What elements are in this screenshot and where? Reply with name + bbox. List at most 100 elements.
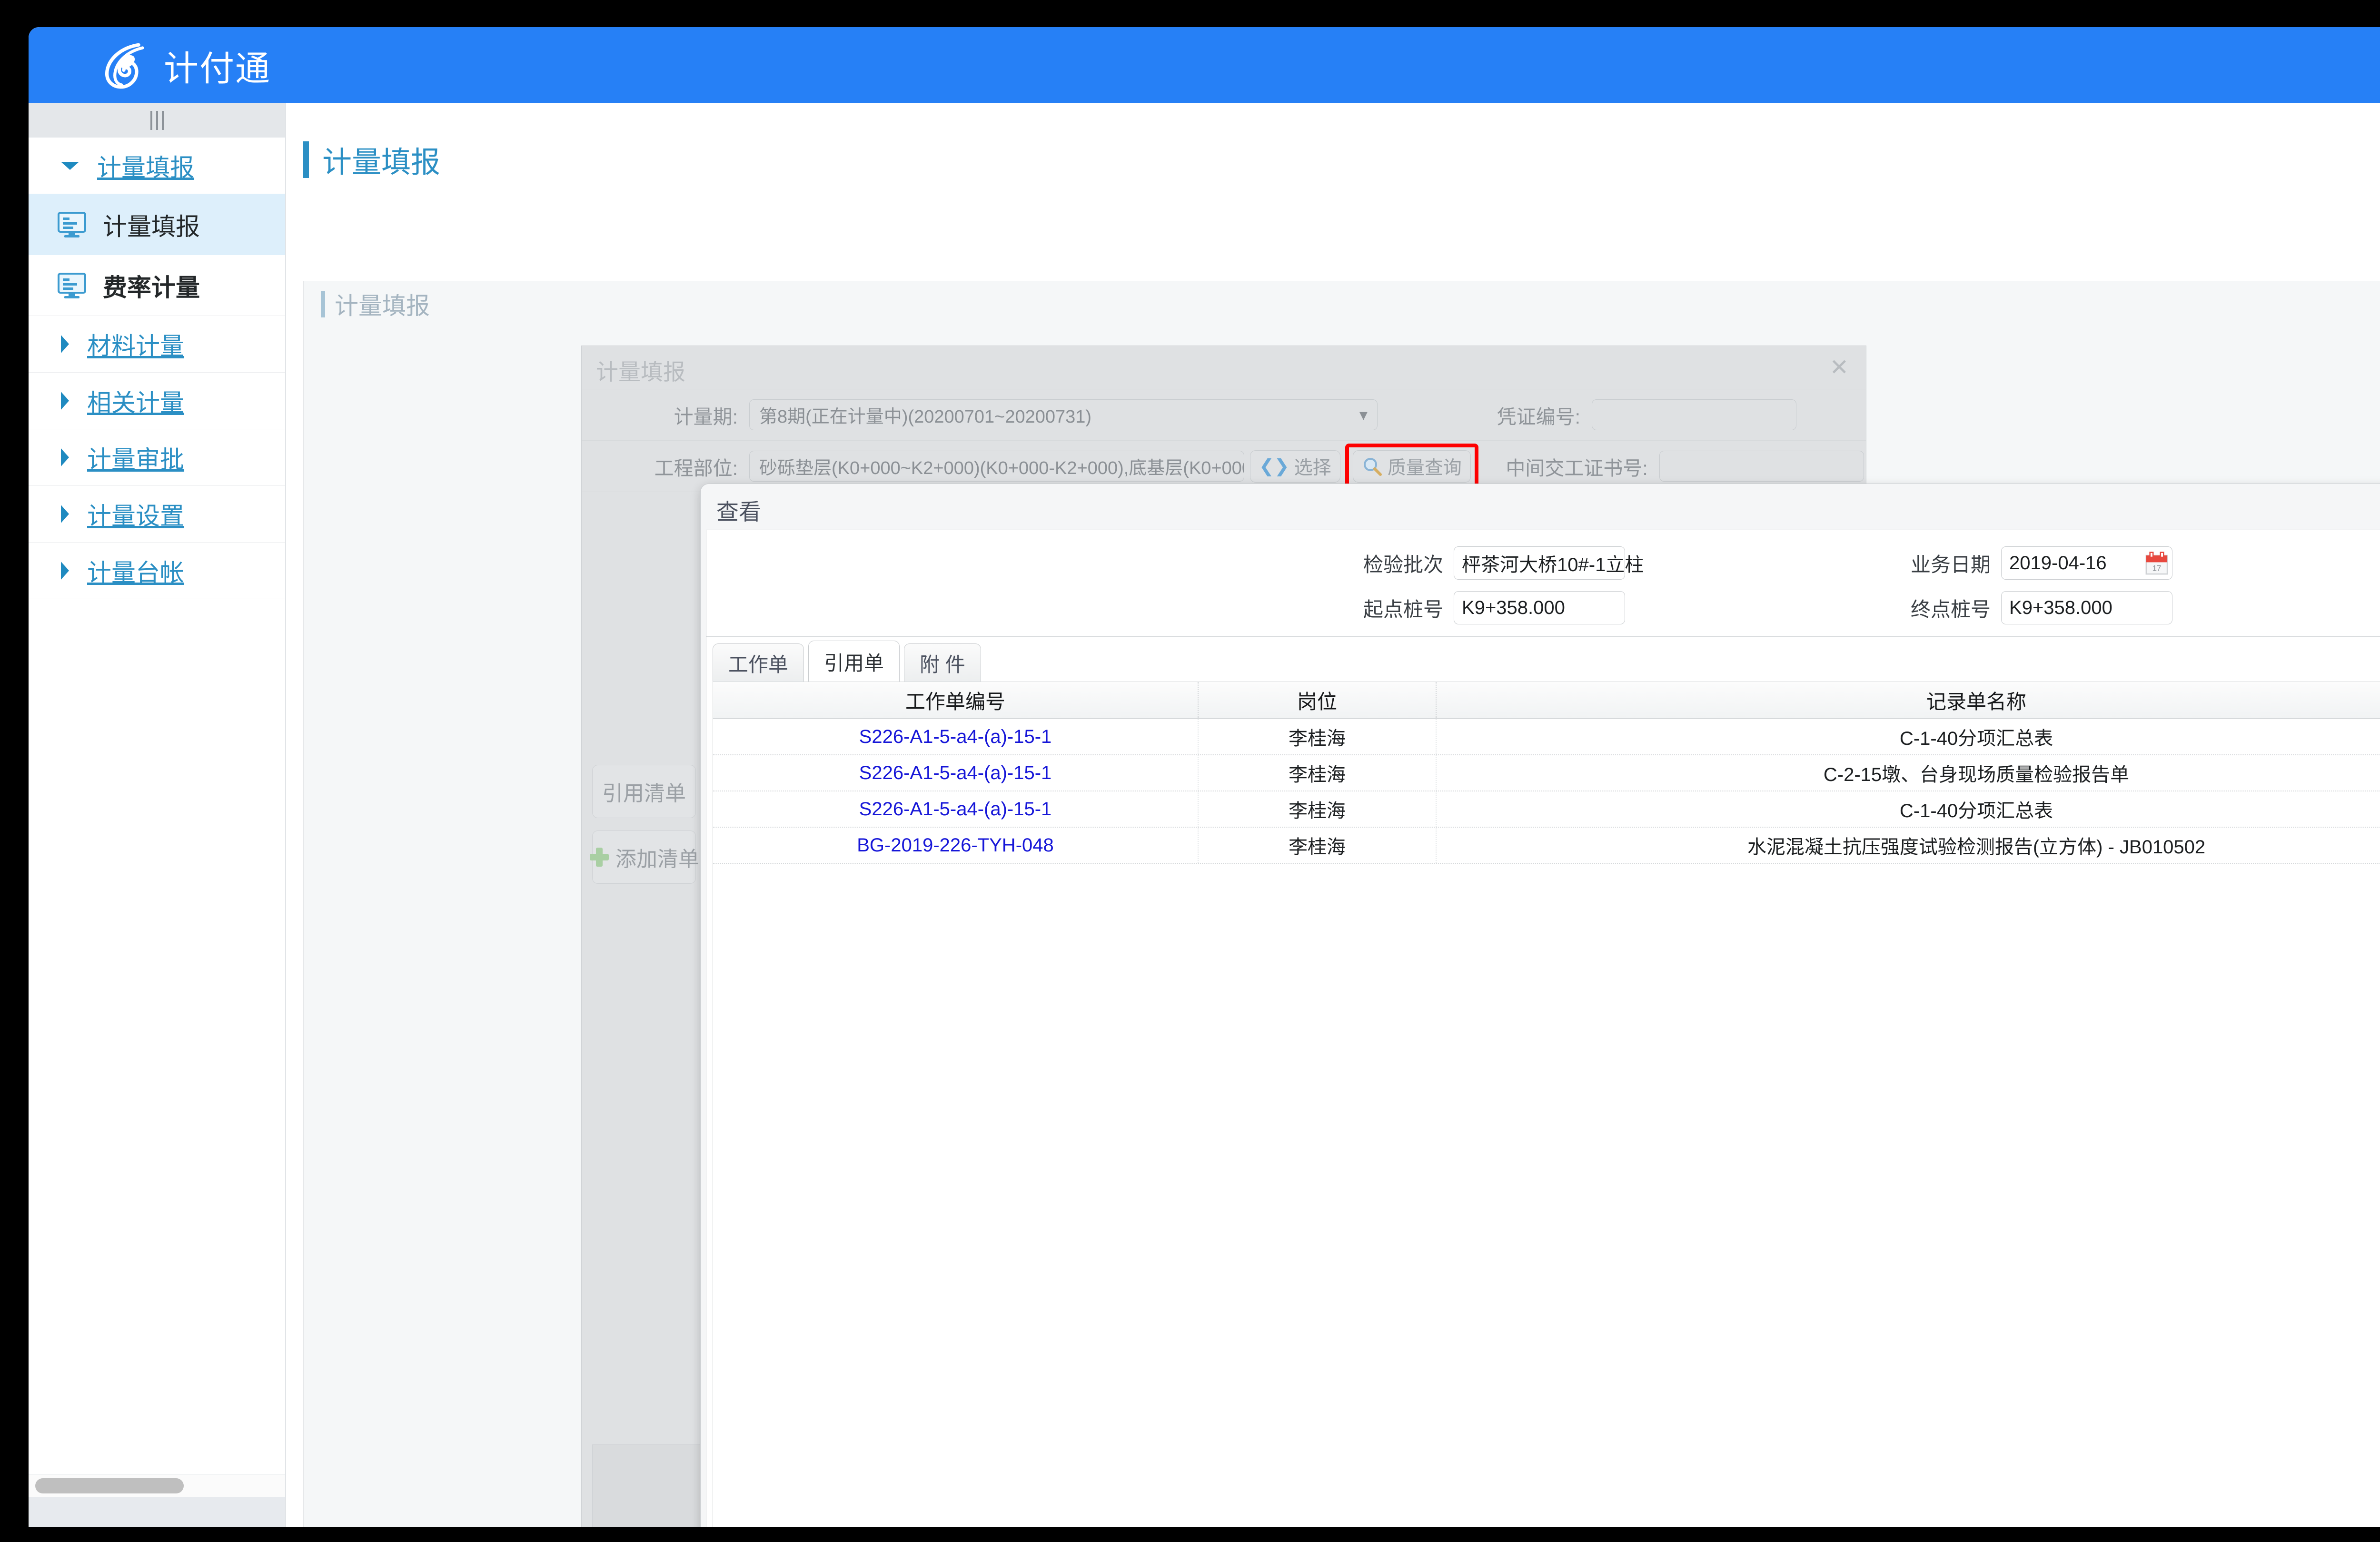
sidebar-group-label: 材料计量	[87, 333, 185, 360]
add-list-label: 添加清单	[615, 848, 699, 871]
interim-certificate-input[interactable]	[1659, 451, 1864, 482]
sidebar: 计量填报 计量填报 费率计量	[29, 103, 286, 1527]
table-row[interactable]: S226-A1-5-a4-(a)-15-1 李桂海 C-1-40分项汇总表	[713, 791, 2380, 828]
work-order-link[interactable]: S226-A1-5-a4-(a)-15-1	[859, 726, 1052, 747]
tab-fujian[interactable]: 附 件	[904, 643, 981, 682]
sidebar-collapse-toggle[interactable]	[29, 103, 285, 138]
quality-query-highlight: 质量查询	[1345, 443, 1478, 489]
start-stake-label: 起点桩号	[1363, 598, 1444, 621]
modal-form: 检验批次 枰茶河大桥10#-1立柱 起点桩号 K9+358.000 业务日期	[706, 530, 2380, 637]
view-modal: 查看 ✕ 检验批次 枰茶河大桥10#-1立柱 起点桩号 K9+358.000	[700, 484, 2380, 1527]
quality-query-label: 质量查询	[1387, 457, 1462, 478]
tab-label: 附 件	[920, 653, 965, 676]
cell-record-name: 水泥混凝土抗压强度试验检测报告(立方体) - JB010502	[1437, 828, 2380, 863]
quality-query-button[interactable]: 质量查询	[1352, 450, 1471, 483]
project-location-input[interactable]: 砂砾垫层(K0+000~K2+000)(K0+000-K2+000),底基层(K…	[749, 451, 1244, 482]
end-stake-label: 终点桩号	[1911, 598, 1991, 621]
tab-label: 工作单	[728, 653, 789, 676]
end-stake-input[interactable]: K9+358.000	[2001, 591, 2173, 624]
cell-work-order: S226-A1-5-a4-(a)-15-1	[713, 719, 1199, 754]
monitor-icon	[58, 272, 86, 298]
reference-list-label: 引用清单	[602, 782, 686, 805]
chevrons-icon: ❮❯	[1259, 456, 1289, 476]
app-window: 计付通 通知 管理员	[29, 27, 2380, 1527]
sidebar-group-xiangguanjiliang[interactable]: 相关计量	[29, 373, 285, 429]
business-date-field: 业务日期 2019-04-16 17	[1911, 546, 2173, 580]
work-order-link[interactable]: S226-A1-5-a4-(a)-15-1	[859, 762, 1052, 783]
work-order-link[interactable]: S226-A1-5-a4-(a)-15-1	[859, 798, 1052, 820]
sidebar-group-label: 计量审批	[87, 446, 185, 473]
caret-right-icon	[61, 392, 69, 410]
work-order-link[interactable]: BG-2019-226-TYH-048	[857, 834, 1054, 856]
tab-yinyongdan[interactable]: 引用单	[808, 641, 900, 682]
background-dialog-title: 计量填报	[596, 359, 685, 385]
project-location-value: 砂砾垫层(K0+000~K2+000)(K0+000-K2+000),底基层(K…	[759, 458, 1244, 478]
cell-work-order: S226-A1-5-a4-(a)-15-1	[713, 755, 1199, 791]
sidebar-item-feilvjiliang[interactable]: 费率计量	[29, 255, 285, 316]
plus-circle-icon	[589, 847, 610, 868]
caret-right-icon	[61, 505, 69, 523]
select-button-label: 选择	[1294, 457, 1331, 478]
modal-body: 检验批次 枰茶河大桥10#-1立柱 起点桩号 K9+358.000 业务日期	[706, 530, 2380, 1527]
brand-name: 计付通	[164, 49, 271, 88]
business-date-input[interactable]: 2019-04-16 17	[2001, 546, 2173, 580]
background-field-label: 工程部位:	[654, 457, 738, 479]
business-date-label: 业务日期	[1911, 553, 1991, 576]
tab-gongzuodan[interactable]: 工作单	[713, 643, 804, 682]
table-row[interactable]: S226-A1-5-a4-(a)-15-1 李桂海 C-2-15墩、台身现场质量…	[713, 755, 2380, 791]
cell-work-order: BG-2019-226-TYH-048	[713, 828, 1199, 863]
reference-orders-table: 工作单编号 岗位 记录单名称 操作 S226-A1-5-a4-(a)-15-1 …	[713, 682, 2380, 1527]
cell-record-name: C-1-40分项汇总表	[1437, 719, 2380, 754]
column-header-post: 岗位	[1199, 682, 1437, 718]
calendar-icon[interactable]: 17	[2144, 551, 2169, 576]
start-stake-value: K9+358.000	[1462, 597, 1565, 618]
measurement-period-select[interactable]: 第8期(正在计量中)(20200701~20200731) ▾	[749, 399, 1378, 430]
end-stake-value: K9+358.000	[2009, 597, 2112, 618]
sidebar-group-label: 计量台帐	[87, 559, 185, 586]
sidebar-group-jiliangshenpi[interactable]: 计量审批	[29, 429, 285, 486]
sidebar-group-label: 计量填报	[97, 154, 195, 181]
sidebar-horizontal-scrollbar[interactable]	[29, 1474, 285, 1497]
modal-title: 查看	[716, 499, 761, 524]
inspection-batch-input[interactable]: 枰茶河大桥10#-1立柱	[1454, 546, 1644, 580]
caret-right-icon	[61, 562, 69, 580]
business-date-value: 2019-04-16	[2009, 552, 2107, 573]
sidebar-bottom-filler	[29, 1497, 285, 1527]
page-title-text: 计量填报	[322, 146, 441, 179]
modal-header: 查看 ✕	[701, 484, 2380, 530]
svg-text:17: 17	[2152, 564, 2162, 573]
sidebar-group-jiliangshezhi[interactable]: 计量设置	[29, 486, 285, 543]
monitor-icon	[58, 212, 86, 237]
modal-tabs: 工作单 引用单 附 件	[713, 641, 981, 682]
background-form-row-period: 计量期: 第8期(正在计量中)(20200701~20200731) ▾ 凭证编…	[582, 389, 1866, 441]
sidebar-item-label: 费率计量	[103, 274, 200, 301]
column-header-work-order: 工作单编号	[713, 682, 1199, 718]
sidebar-item-jiliangtianbao[interactable]: 计量填报	[29, 194, 285, 255]
table-row[interactable]: S226-A1-5-a4-(a)-15-1 李桂海 C-1-40分项汇总表	[713, 719, 2380, 755]
close-icon[interactable]: ✕	[1829, 355, 1849, 380]
background-dialog-header: 计量填报 ✕	[582, 346, 1866, 389]
chevron-down-icon: ▾	[1359, 405, 1368, 424]
page-title-accent-bar	[303, 141, 309, 178]
sidebar-group-jiliangtaizhang[interactable]: 计量台帐	[29, 543, 285, 599]
cell-record-name: C-2-15墩、台身现场质量检验报告单	[1437, 755, 2380, 791]
voucher-number-input[interactable]	[1592, 399, 1796, 430]
sidebar-group-jiliangtianbao[interactable]: 计量填报	[29, 138, 285, 194]
background-field-label: 凭证编号:	[1497, 405, 1580, 428]
table-header-row: 工作单编号 岗位 记录单名称 操作	[713, 682, 2380, 719]
page-title: 计量填报	[286, 103, 2380, 181]
caret-down-icon	[61, 161, 79, 170]
inspection-batch-label: 检验批次	[1363, 553, 1444, 576]
background-panel-title: 计量填报	[321, 287, 430, 321]
sidebar-scrollbar-thumb[interactable]	[35, 1478, 184, 1493]
top-header-bar: 计付通 通知 管理员	[29, 27, 2380, 103]
select-button[interactable]: ❮❯ 选择	[1250, 450, 1340, 483]
reference-list-button[interactable]: 引用清单	[592, 765, 696, 818]
background-side-buttons: 引用清单 添加清单	[589, 765, 699, 896]
brand: 计付通	[100, 40, 271, 91]
start-stake-input[interactable]: K9+358.000	[1454, 591, 1626, 624]
sidebar-group-cailiaojiliang[interactable]: 材料计量	[29, 316, 285, 373]
add-list-button[interactable]: 添加清单	[589, 830, 699, 884]
background-field-label: 计量期:	[674, 405, 738, 428]
table-row[interactable]: BG-2019-226-TYH-048 李桂海 水泥混凝土抗压强度试验检测报告(…	[713, 828, 2380, 864]
